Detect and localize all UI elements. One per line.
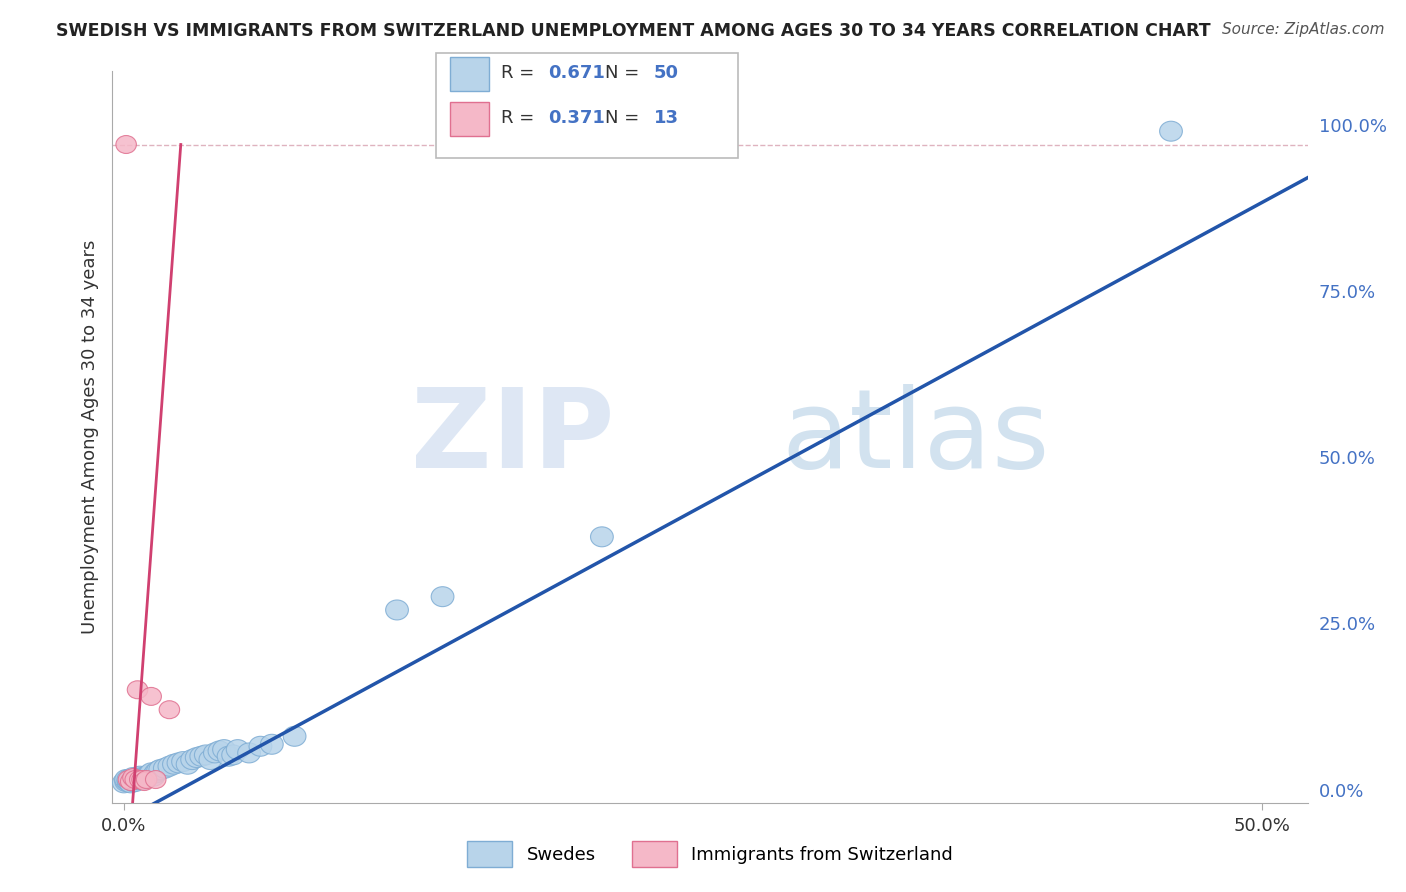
Ellipse shape	[432, 587, 454, 607]
Ellipse shape	[159, 701, 180, 719]
Ellipse shape	[217, 747, 240, 766]
Ellipse shape	[127, 770, 149, 789]
Ellipse shape	[121, 772, 141, 790]
Ellipse shape	[226, 739, 249, 760]
Ellipse shape	[124, 770, 146, 789]
Ellipse shape	[190, 747, 212, 766]
Text: N =: N =	[605, 64, 644, 82]
Ellipse shape	[128, 770, 152, 789]
Ellipse shape	[124, 772, 146, 791]
Ellipse shape	[135, 767, 157, 788]
Ellipse shape	[194, 745, 217, 765]
Ellipse shape	[149, 760, 172, 780]
Ellipse shape	[121, 767, 145, 788]
Ellipse shape	[121, 772, 145, 791]
Ellipse shape	[128, 766, 152, 786]
Ellipse shape	[131, 767, 153, 788]
Ellipse shape	[117, 772, 139, 791]
Ellipse shape	[186, 747, 208, 767]
Ellipse shape	[157, 756, 181, 776]
Text: R =: R =	[501, 64, 540, 82]
Ellipse shape	[120, 770, 142, 789]
Ellipse shape	[118, 771, 139, 789]
Text: 13: 13	[654, 109, 679, 127]
Ellipse shape	[146, 761, 169, 780]
Ellipse shape	[249, 736, 271, 756]
Ellipse shape	[385, 600, 408, 620]
Ellipse shape	[153, 758, 176, 778]
Ellipse shape	[142, 766, 165, 786]
Ellipse shape	[115, 772, 138, 791]
Legend: Swedes, Immigrants from Switzerland: Swedes, Immigrants from Switzerland	[460, 834, 960, 874]
Ellipse shape	[136, 771, 157, 789]
Ellipse shape	[129, 771, 150, 789]
Ellipse shape	[134, 770, 156, 789]
Text: N =: N =	[605, 109, 644, 127]
Ellipse shape	[139, 763, 163, 783]
Ellipse shape	[138, 765, 160, 785]
Text: SWEDISH VS IMMIGRANTS FROM SWITZERLAND UNEMPLOYMENT AMONG AGES 30 TO 34 YEARS CO: SWEDISH VS IMMIGRANTS FROM SWITZERLAND U…	[56, 22, 1211, 40]
Ellipse shape	[591, 527, 613, 547]
Ellipse shape	[176, 755, 200, 774]
Ellipse shape	[125, 771, 145, 789]
Ellipse shape	[204, 743, 226, 763]
Text: R =: R =	[501, 109, 540, 127]
Ellipse shape	[238, 743, 260, 763]
Ellipse shape	[181, 749, 204, 770]
Ellipse shape	[145, 763, 167, 783]
Ellipse shape	[141, 688, 162, 706]
Ellipse shape	[115, 770, 138, 789]
Ellipse shape	[208, 741, 231, 761]
Text: ZIP: ZIP	[411, 384, 614, 491]
Ellipse shape	[145, 771, 166, 789]
Ellipse shape	[283, 726, 307, 747]
Ellipse shape	[112, 772, 135, 793]
Ellipse shape	[212, 739, 235, 760]
Ellipse shape	[134, 772, 155, 790]
Ellipse shape	[1160, 121, 1182, 141]
Ellipse shape	[167, 753, 190, 772]
Ellipse shape	[163, 755, 186, 774]
Ellipse shape	[128, 681, 148, 698]
Y-axis label: Unemployment Among Ages 30 to 34 years: Unemployment Among Ages 30 to 34 years	[80, 240, 98, 634]
Ellipse shape	[127, 767, 149, 788]
Ellipse shape	[260, 734, 283, 755]
Ellipse shape	[122, 769, 143, 787]
Text: Source: ZipAtlas.com: Source: ZipAtlas.com	[1222, 22, 1385, 37]
Ellipse shape	[115, 136, 136, 153]
Text: 0.671: 0.671	[548, 64, 605, 82]
Ellipse shape	[200, 749, 222, 770]
Text: 0.371: 0.371	[548, 109, 605, 127]
Ellipse shape	[120, 772, 142, 793]
Text: atlas: atlas	[782, 384, 1050, 491]
Ellipse shape	[117, 770, 139, 789]
Ellipse shape	[132, 771, 152, 789]
Ellipse shape	[135, 766, 157, 786]
Ellipse shape	[172, 752, 194, 772]
Text: 50: 50	[654, 64, 679, 82]
Ellipse shape	[222, 745, 245, 765]
